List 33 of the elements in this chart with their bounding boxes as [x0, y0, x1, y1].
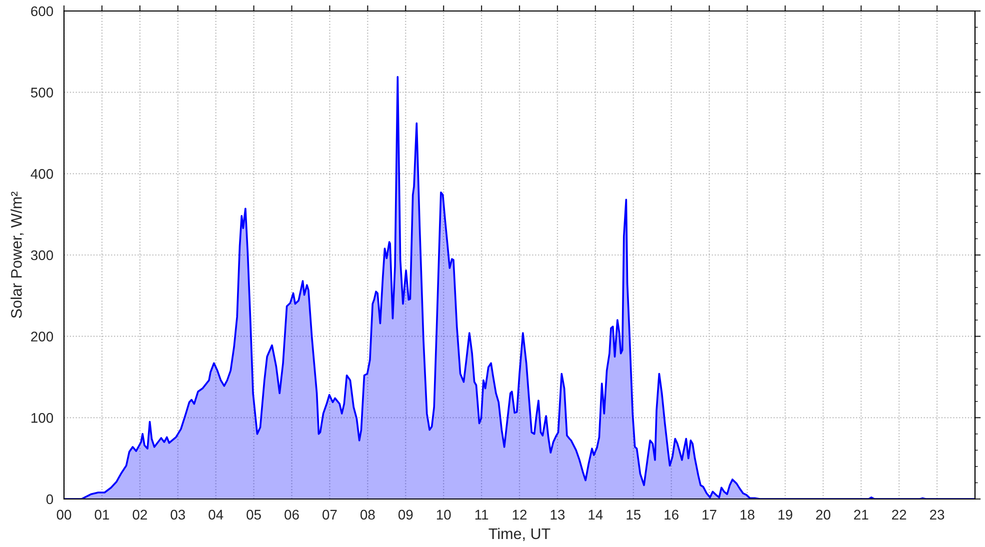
x-tick-label: 18	[740, 510, 754, 520]
x-tick-label: 23	[930, 510, 944, 520]
y-axis-title: Solar Power, W/m²	[10, 192, 24, 318]
x-tick-label: 01	[94, 510, 110, 520]
x-tick-label: 15	[626, 510, 641, 520]
x-tick-label: 14	[588, 510, 603, 520]
x-tick-label: 03	[170, 510, 185, 520]
x-tick-label: 21	[854, 510, 868, 520]
x-tick-label: 12	[512, 510, 527, 520]
x-tick-label: 05	[246, 510, 261, 520]
x-tick-label: 02	[132, 510, 147, 520]
y-tick-label: 300	[30, 250, 54, 260]
x-tick-label: 17	[702, 510, 716, 520]
y-tick-label: 0	[46, 494, 54, 504]
y-tick-label: 200	[31, 332, 54, 342]
x-tick-label: 13	[550, 510, 565, 520]
x-axis-title: Time, UT	[488, 528, 550, 541]
x-tick-label: 07	[322, 510, 337, 520]
y-tick-label: 400	[30, 169, 54, 179]
x-tick-label: 16	[664, 510, 678, 520]
x-tick-label: 11	[475, 510, 488, 520]
x-tick-label: 08	[360, 510, 375, 520]
y-tick-label: 500	[30, 88, 54, 98]
x-tick-label: 10	[436, 510, 451, 520]
y-tick-label: 100	[31, 413, 54, 423]
x-tick-label: 19	[778, 510, 792, 520]
x-tick-label: 09	[398, 510, 413, 520]
x-tick-label: 04	[208, 510, 224, 520]
y-tick-label: 600	[31, 6, 54, 16]
x-tick-label: 22	[892, 510, 906, 520]
x-tick-label: 00	[56, 510, 72, 520]
x-tick-label: 20	[816, 510, 830, 520]
x-tick-label: 06	[284, 510, 299, 520]
